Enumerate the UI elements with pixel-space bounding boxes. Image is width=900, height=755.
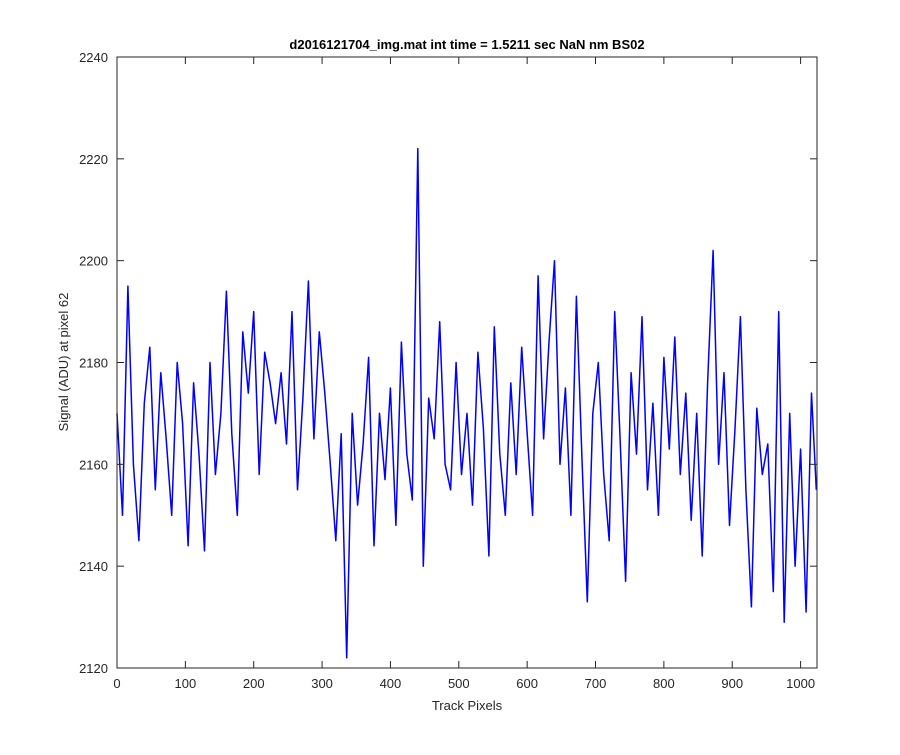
x-tick-label: 600 <box>516 676 538 691</box>
x-tick-label: 100 <box>175 676 197 691</box>
x-tick-label: 200 <box>243 676 265 691</box>
plot-area <box>117 57 817 668</box>
x-tick-label: 300 <box>311 676 333 691</box>
x-tick-label: 900 <box>721 676 743 691</box>
y-tick-label: 2240 <box>79 50 108 65</box>
x-tick-label: 500 <box>448 676 470 691</box>
chart-title: d2016121704_img.mat int time = 1.5211 se… <box>289 37 644 52</box>
y-tick-label: 2200 <box>79 254 108 269</box>
y-tick-label: 2180 <box>79 356 108 371</box>
x-tick-label: 800 <box>653 676 675 691</box>
y-tick-label: 2220 <box>79 152 108 167</box>
y-tick-label: 2120 <box>79 661 108 676</box>
x-tick-label: 0 <box>113 676 120 691</box>
x-axis-label: Track Pixels <box>432 698 503 713</box>
x-tick-label: 700 <box>585 676 607 691</box>
y-tick-label: 2140 <box>79 559 108 574</box>
x-ticks: 0 100 200 300 400 500 600 700 800 900 1000 <box>113 57 815 691</box>
series-line <box>116 147 818 659</box>
x-tick-label: 1000 <box>786 676 815 691</box>
y-axis-label: Signal (ADU) at pixel 62 <box>56 293 71 432</box>
series-layer <box>116 147 818 659</box>
x-tick-label: 400 <box>380 676 402 691</box>
y-tick-label: 2160 <box>79 457 108 472</box>
y-ticks: 2120 2140 2160 2180 2200 2220 2240 <box>79 50 817 676</box>
